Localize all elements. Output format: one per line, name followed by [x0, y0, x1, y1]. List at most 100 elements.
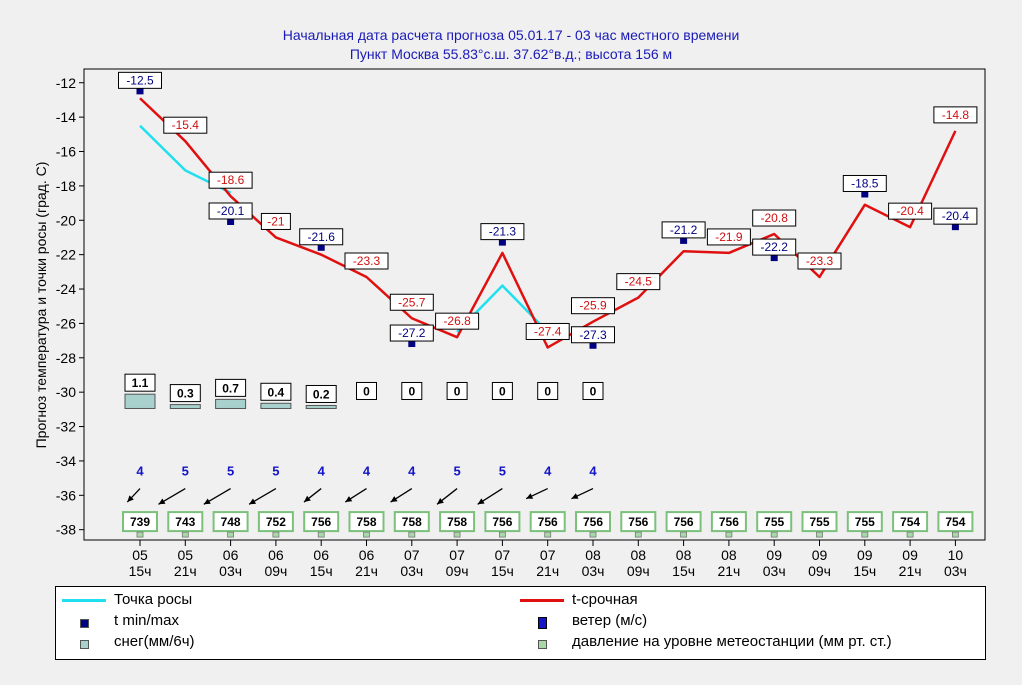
pressure-box — [892, 511, 929, 533]
snow-label: 0 — [363, 384, 370, 398]
wind-arrow-head — [571, 493, 579, 499]
pressure-box — [665, 511, 702, 533]
t-label: -24.5 — [625, 275, 653, 289]
wind-arrow-head — [526, 493, 534, 499]
y-tick-label: -32 — [56, 419, 76, 435]
wind-arrow-head — [127, 495, 134, 503]
tminmax-label: -21.3 — [489, 225, 517, 239]
t-label-box — [435, 312, 480, 330]
pressure-box — [393, 511, 430, 533]
legend-t-label: t-срочная — [572, 591, 638, 608]
pressure-marker — [272, 531, 280, 538]
pressure-value: 756 — [492, 515, 512, 529]
snow-label: 0.2 — [313, 387, 330, 401]
snow-label-box — [169, 384, 201, 403]
legend-snow-label: снег(мм/6ч) — [114, 633, 195, 650]
y-axis-label: Прогноз температура и точки росы (град. … — [33, 162, 49, 449]
tminmax-label-box — [118, 71, 162, 89]
legend-t-line — [520, 599, 564, 602]
t-label: -15.4 — [172, 118, 200, 132]
x-tick-day: 06 — [223, 547, 239, 563]
x-tick-day: 10 — [948, 547, 964, 563]
y-tick-label: -38 — [56, 522, 76, 538]
pressure-box — [484, 511, 521, 533]
t-label-box — [208, 171, 253, 189]
x-tick-hour: 21ч — [899, 563, 922, 579]
x-tick-day: 09 — [812, 547, 828, 563]
y-tick-label: -34 — [56, 453, 76, 469]
legend-wind-label: ветер (м/с) — [572, 612, 648, 629]
x-tick-hour: 21ч — [536, 563, 559, 579]
x-tick-hour: 15ч — [129, 563, 152, 579]
x-tick-day: 07 — [449, 547, 465, 563]
x-tick-hour: 03ч — [763, 563, 786, 579]
tminmax-marker — [317, 244, 325, 251]
snow-label: 0.7 — [222, 381, 239, 395]
t-label: -20.8 — [761, 211, 789, 225]
snow-label-box — [305, 384, 337, 403]
x-tick-day: 05 — [132, 547, 148, 563]
snow-label-box — [537, 381, 559, 400]
x-tick-hour: 03ч — [944, 563, 967, 579]
x-tick-day: 09 — [902, 547, 918, 563]
x-tick-hour: 09ч — [627, 563, 650, 579]
tminmax-label-box — [933, 207, 978, 225]
wind-speed: 4 — [318, 464, 326, 479]
snow-bar — [260, 402, 292, 409]
wind-speed: 5 — [272, 464, 279, 479]
pressure-box — [167, 511, 204, 533]
tminmax-label: -21.2 — [670, 223, 698, 237]
pressure-box — [846, 511, 883, 533]
pressure-value: 743 — [175, 515, 195, 529]
snow-label-box — [582, 381, 604, 400]
chart-title-line1: Начальная дата расчета прогноза 05.01.17… — [282, 27, 740, 43]
snow-label: 0 — [544, 384, 551, 398]
pressure-marker — [227, 531, 235, 538]
y-tick-label: -18 — [56, 178, 76, 194]
t-label-box — [752, 209, 797, 227]
pressure-value: 739 — [130, 515, 150, 529]
x-tick-hour: 03ч — [400, 563, 423, 579]
pressure-marker — [952, 531, 959, 538]
t-label: -25.9 — [579, 299, 607, 313]
pressure-marker — [363, 531, 370, 538]
x-tick-day: 06 — [268, 547, 284, 563]
legend-pressure-label: давление на уровне метеостанции (мм рт. … — [572, 633, 892, 650]
tminmax-marker — [227, 218, 235, 225]
x-tick-day: 08 — [585, 547, 601, 563]
wind-arrow-head — [345, 496, 353, 503]
t-label-box — [797, 252, 842, 270]
tminmax-label: -21.6 — [308, 230, 336, 244]
t-label-box — [389, 293, 434, 311]
pressure-box — [348, 511, 385, 533]
pressure-box — [439, 511, 476, 533]
x-tick-day: 08 — [676, 547, 692, 563]
tminmax-label-box — [571, 326, 615, 344]
snow-bar — [124, 393, 156, 409]
legend-tminmax-marker — [80, 619, 89, 628]
pressure-value: 758 — [356, 515, 376, 529]
wind-arrow-head — [477, 498, 485, 505]
pressure-value: 758 — [402, 515, 422, 529]
x-tick-day: 07 — [540, 547, 556, 563]
pressure-marker — [544, 531, 552, 538]
x-tick-hour: 15ч — [310, 563, 333, 579]
pressure-value: 748 — [221, 515, 241, 529]
snow-label: 0 — [408, 384, 415, 398]
t-label-box — [888, 202, 933, 220]
wind-speed: 4 — [136, 464, 144, 479]
chart-legend: Точка росы t-срочная t min/max ветер (м/… — [55, 586, 986, 660]
snow-label-box — [491, 381, 513, 400]
x-tick-hour: 03ч — [582, 563, 605, 579]
tminmax-marker — [498, 239, 506, 246]
tminmax-label: -22.2 — [761, 240, 789, 254]
legend-dew-label: Точка росы — [114, 591, 193, 608]
tminmax-label-box — [389, 324, 434, 342]
snow-label: 0 — [499, 384, 506, 398]
x-tick-hour: 09ч — [446, 563, 469, 579]
snow-label-box — [356, 381, 377, 400]
t-label-box — [706, 228, 751, 246]
pressure-value: 756 — [674, 515, 694, 529]
pressure-box — [620, 511, 657, 533]
t-label-box — [344, 252, 389, 270]
